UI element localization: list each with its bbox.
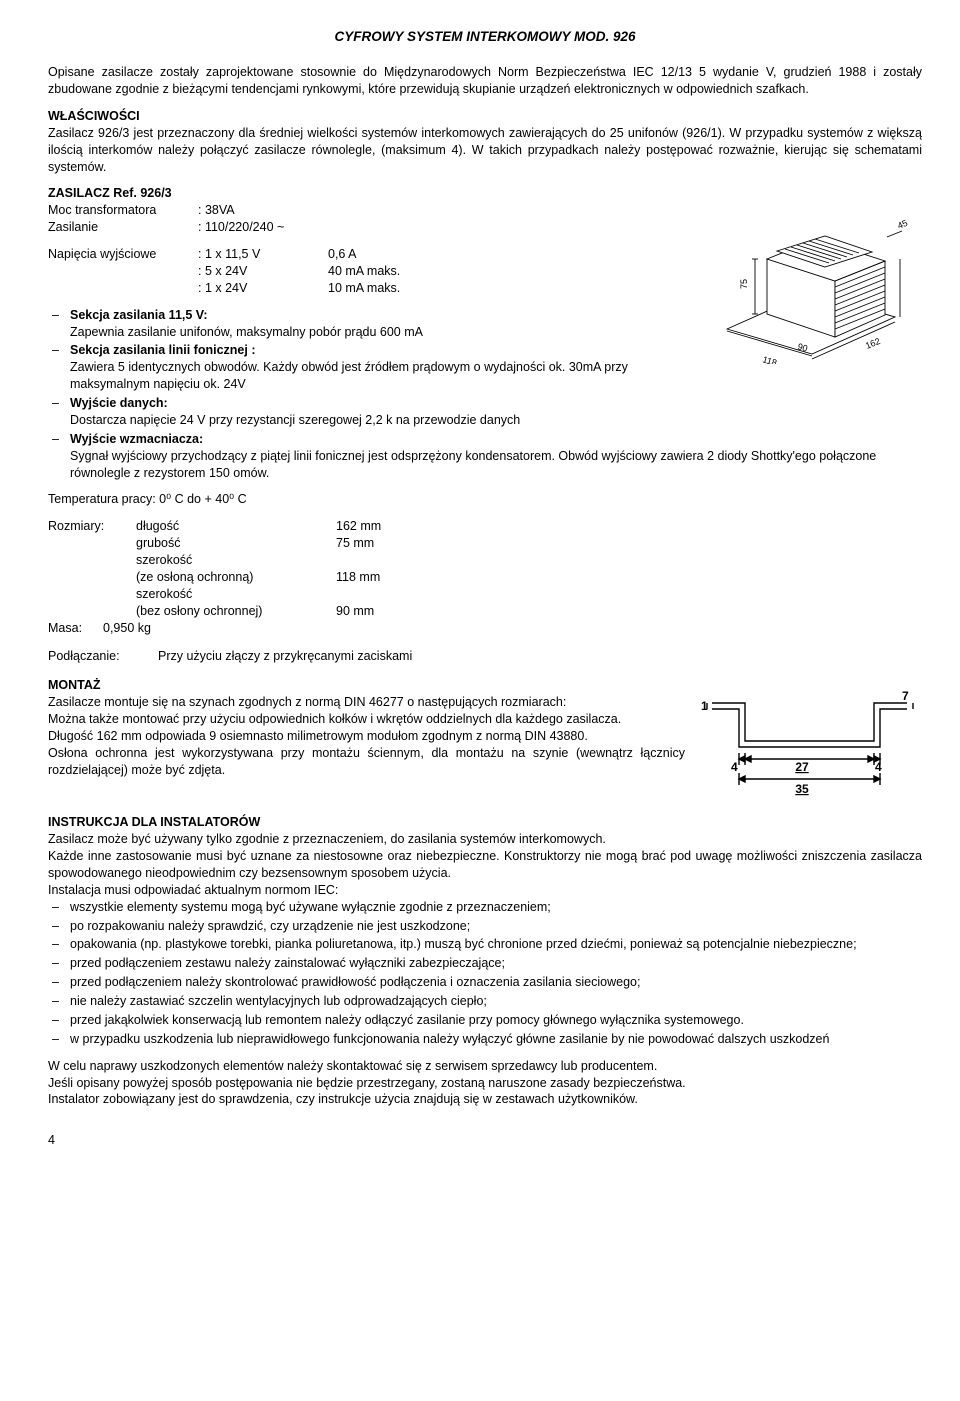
nap-label: Napięcia wyjściowe: [48, 246, 198, 263]
dim-4-v: [336, 586, 426, 603]
dim-0-n: długość: [136, 518, 336, 535]
podlacz-val: Przy użyciu złączy z przykręcanymi zacis…: [158, 648, 412, 665]
dim-1-n: grubość: [136, 535, 336, 552]
masa-label: Masa:: [48, 620, 103, 637]
list-item: Sekcja zasilania linii fonicznej : Zawie…: [48, 342, 922, 393]
din-dim-4a: 4: [731, 760, 738, 774]
temp-text: Temperatura pracy: 0⁰ C do + 40⁰ C: [48, 491, 922, 508]
list-item: opakowania (np. plastykowe torebki, pian…: [48, 936, 922, 953]
list-item: przed podłączeniem należy skontrolować p…: [48, 974, 922, 991]
sec-0-h: Sekcja zasilania 11,5 V:: [70, 308, 208, 322]
dim-3-n: (ze osłoną ochronną): [136, 569, 336, 586]
dim-5-n: (bez osłony ochronnej): [136, 603, 336, 620]
page-number: 4: [48, 1132, 922, 1149]
podlacz-label: Podłączanie:: [48, 648, 158, 665]
page-title: CYFROWY SYSTEM INTERKOMOWY MOD. 926: [48, 28, 922, 46]
list-item: Wyjście wzmacniacza: Sygnał wyjściowy pr…: [48, 431, 922, 482]
instr-p4: W celu naprawy uszkodzonych elementów na…: [48, 1058, 922, 1075]
list-item: przed podłączeniem zestawu należy zainst…: [48, 955, 922, 972]
montaz-p3: Długość 162 mm odpowiada 9 osiemnasto mi…: [48, 729, 588, 743]
sec-3-p: Sygnał wyjściowy przychodzący z piątej l…: [70, 449, 876, 480]
dim-1-v: 75 mm: [336, 535, 426, 552]
instr-p2: Każde inne zastosowanie musi być uznane …: [48, 848, 922, 882]
list-item: przed jakąkolwiek konserwacją lub remont…: [48, 1012, 922, 1029]
instr-p5: Jeśli opisany powyżej sposób postępowani…: [48, 1075, 922, 1092]
instr-p6: Instalator zobowiązany jest do sprawdzen…: [48, 1091, 922, 1108]
nap-2-c2: 10 mA maks.: [328, 280, 428, 297]
rozmiary-block: Rozmiary: długość 162 mm grubość75 mm sz…: [48, 518, 922, 636]
dim-2-n: szerokość: [136, 552, 336, 569]
masa-val: 0,950 kg: [103, 620, 151, 637]
montaz-p2: Można także montować przy użyciu odpowie…: [48, 712, 621, 726]
nap-0-c2: 0,6 A: [328, 246, 428, 263]
nap-1-c1: : 5 x 24V: [198, 263, 328, 280]
sec-3-h: Wyjście wzmacniacza:: [70, 432, 203, 446]
spec-moc-val: : 38VA: [198, 202, 235, 219]
din-dim-4b: 4: [875, 760, 882, 774]
instr-p3: Instalacja musi odpowiadać aktualnym nor…: [48, 882, 922, 899]
dim-5-v: 90 mm: [336, 603, 426, 620]
dim-2-v: [336, 552, 426, 569]
dim-4-n: szerokość: [136, 586, 336, 603]
din-rail-figure: 1 7 4 27 4 35: [697, 681, 922, 796]
din-dim-35: 35: [795, 782, 809, 796]
nap-1-c2: 40 mA maks.: [328, 263, 428, 280]
nap-2-c1: : 1 x 24V: [198, 280, 328, 297]
din-dim-27: 27: [795, 760, 809, 774]
sec-2-p: Dostarcza napięcie 24 V przy rezystancji…: [70, 413, 520, 427]
sec-2-h: Wyjście danych:: [70, 396, 168, 410]
list-item: Wyjście danych: Dostarcza napięcie 24 V …: [48, 395, 922, 429]
sec-0-p: Zapewnia zasilanie unifonów, maksymalny …: [70, 325, 423, 339]
din-dim-1: 1: [701, 699, 708, 713]
spec-moc-label: Moc transformatora: [48, 202, 198, 219]
list-item: wszystkie elementy systemu mogą być używ…: [48, 899, 922, 916]
instr-list: wszystkie elementy systemu mogą być używ…: [48, 899, 922, 1048]
spec-zas-val: : 110/220/240 ~: [198, 219, 284, 236]
nap-0-c1: : 1 x 11,5 V: [198, 246, 328, 263]
instrukcja-heading: INSTRUKCJA DLA INSTALATORÓW: [48, 814, 922, 831]
list-item: po rozpakowaniu należy sprawdzić, czy ur…: [48, 918, 922, 935]
list-item: w przypadku uszkodzenia lub nieprawidłow…: [48, 1031, 922, 1048]
spec-zas-label: Zasilanie: [48, 219, 198, 236]
section-heading-wlasciwosci: WŁAŚCIWOŚCI: [48, 108, 922, 125]
list-item: Sekcja zasilania 11,5 V: Zapewnia zasila…: [48, 307, 922, 341]
instr-p1: Zasilacz może być używany tylko zgodnie …: [48, 831, 608, 848]
sections-list: Sekcja zasilania 11,5 V: Zapewnia zasila…: [48, 307, 922, 482]
montaz-p4: Osłona ochronna jest wykorzystywana przy…: [48, 746, 685, 777]
wlasciwosci-text: Zasilacz 926/3 jest przeznaczony dla śre…: [48, 125, 922, 176]
sec-1-h: Sekcja zasilania linii fonicznej :: [70, 343, 255, 357]
montaz-p1: Zasilacze montuje się na szynach zgodnyc…: [48, 695, 566, 709]
intro-paragraph: Opisane zasilacze zostały zaprojektowane…: [48, 64, 922, 98]
dim-45: 45: [896, 218, 909, 231]
din-dim-7: 7: [902, 689, 909, 703]
rozmiary-h: Rozmiary:: [48, 518, 136, 535]
dim-0-v: 162 mm: [336, 518, 426, 535]
dim-75: 75: [739, 279, 749, 289]
list-item: nie należy zastawiać szczelin wentylacyj…: [48, 993, 922, 1010]
dim-3-v: 118 mm: [336, 569, 426, 586]
sec-1-p: Zawiera 5 identycznych obwodów. Każdy ob…: [70, 360, 628, 391]
